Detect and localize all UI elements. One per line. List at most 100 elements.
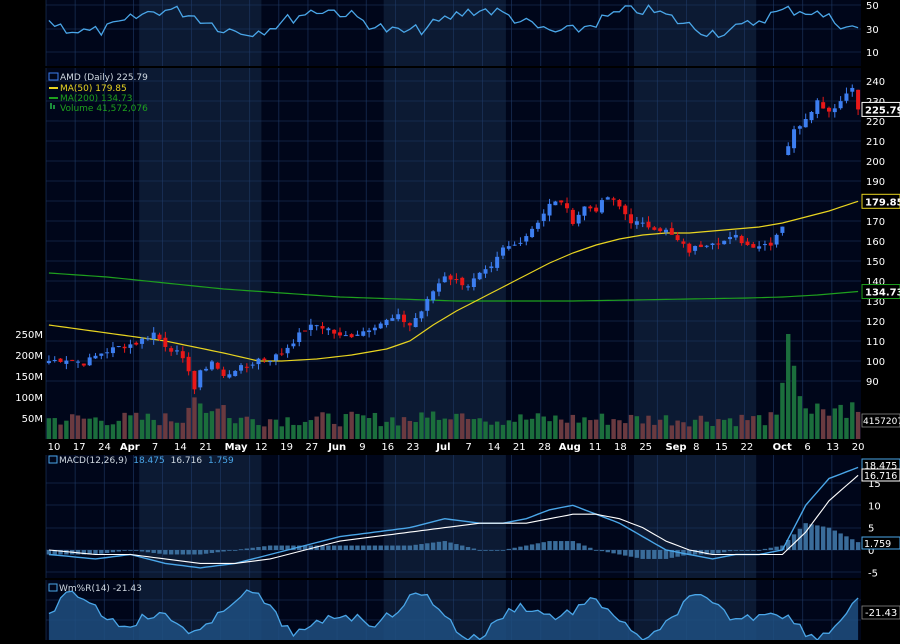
volume-bar: [675, 420, 680, 439]
candle-body: [768, 242, 773, 246]
candle-body: [174, 350, 179, 352]
volume-bar: [815, 403, 820, 439]
candle-body: [856, 89, 861, 110]
volume-bar: [87, 418, 92, 439]
macd-hist-bar: [75, 550, 81, 555]
date-tick: 7: [465, 442, 471, 453]
macd-hist-bar: [756, 550, 762, 551]
price-tick: 150: [866, 257, 885, 268]
candle-body: [314, 325, 319, 327]
date-tick: 18: [614, 442, 627, 453]
macd-hist-bar: [262, 546, 267, 550]
macd-hist-bar: [529, 544, 535, 550]
candle-body: [110, 347, 115, 354]
macd-hist-bar: [494, 550, 500, 551]
candle-body: [815, 100, 820, 114]
volume-bar: [151, 419, 156, 439]
volume-bar: [663, 415, 669, 439]
macd-hist-bar: [343, 545, 349, 550]
volume-bar: [99, 420, 104, 439]
candle-body: [87, 357, 92, 366]
volume-bar: [558, 419, 564, 439]
volume-bar: [93, 417, 98, 439]
date-tick: 19: [280, 442, 293, 453]
candle-body: [448, 275, 453, 280]
macd-hist-bar: [326, 545, 331, 550]
macd-hist-bar: [570, 541, 576, 550]
candle-body: [105, 352, 110, 354]
volume-bar: [588, 420, 593, 439]
candle-body: [663, 229, 668, 233]
volume-bar: [524, 419, 529, 439]
candle-body: [460, 277, 465, 286]
candle-body: [76, 361, 81, 363]
candle-body: [390, 318, 395, 321]
macd-hist-bar: [157, 550, 162, 554]
macd-hist-bar: [541, 542, 546, 550]
macd-hist-bar: [803, 523, 808, 550]
macd-hist-bar: [116, 550, 121, 552]
price-tick: 210: [866, 137, 885, 148]
macd-hist-bar: [634, 550, 640, 558]
macd-hist-bar: [442, 541, 447, 550]
volume-tick: 100M: [15, 393, 43, 404]
volume-bar: [599, 413, 605, 439]
candle-body: [512, 244, 517, 246]
volume-bar: [611, 419, 616, 439]
volume-bar: [500, 424, 506, 439]
macd-hist-bar: [582, 545, 587, 550]
date-tick: 24: [98, 442, 111, 453]
candle-body: [588, 206, 593, 209]
candle-body: [285, 347, 290, 354]
volume-bar: [75, 415, 81, 439]
candle-body: [99, 353, 104, 356]
volume-bar: [756, 415, 762, 439]
candle-body: [70, 359, 75, 361]
macd-hist-bar: [372, 545, 378, 550]
candle-body: [786, 146, 791, 155]
macd-hist-bar: [628, 550, 634, 557]
macd-hist-bar: [186, 550, 191, 555]
volume-bar: [692, 419, 698, 439]
volume-bar: [331, 423, 337, 439]
candle-body: [524, 236, 529, 242]
price-tick: 200: [866, 157, 885, 168]
macd-axis: 15 10 5 0 -5: [868, 479, 881, 579]
macd-panel: MACD(12,26,9) 18.475 16.716 1.759 15 10 5 0…: [45, 455, 900, 579]
candle-body: [413, 318, 418, 328]
volume-bar: [506, 420, 512, 439]
volume-bar: [657, 419, 663, 439]
macd-hist-bar: [820, 526, 826, 550]
williams-r-marker-text: -21.43: [865, 608, 897, 619]
candle-body: [850, 87, 855, 92]
volume-bar: [401, 417, 407, 439]
price-tick: 190: [866, 177, 885, 188]
volume-bar: [238, 417, 244, 439]
candle-body: [58, 358, 63, 362]
price-marker-text: 134.73: [865, 288, 900, 299]
price-panel: AMD (Daily) 225.79 MA(50) 179.85 MA(200)…: [15, 68, 900, 439]
macd-hist-bar: [337, 545, 343, 550]
candle-body: [669, 228, 674, 235]
macd-hist-bar: [692, 550, 698, 555]
candle-body: [145, 338, 150, 340]
date-tick: 13: [826, 442, 839, 453]
candle-body: [320, 326, 325, 329]
volume-bar: [198, 403, 203, 439]
date-tick: Aug: [559, 442, 581, 453]
macd-marker-text: 18.475: [864, 461, 897, 472]
date-tick: 21: [513, 442, 526, 453]
volume-bar: [733, 426, 739, 439]
volume-bar: [343, 414, 349, 439]
candle-body: [838, 101, 843, 109]
volume-bar: [593, 419, 599, 439]
macd-hist-bar: [314, 545, 319, 550]
williams-r-legend-text: Wm%R(14) -21.43: [59, 584, 142, 594]
candle-body: [273, 354, 278, 361]
volume-tick: 200M: [15, 351, 43, 362]
macd-hist-bar: [291, 545, 296, 550]
volume-bar: [541, 416, 546, 439]
candle-body: [809, 111, 814, 121]
volume-bar: [605, 424, 610, 439]
